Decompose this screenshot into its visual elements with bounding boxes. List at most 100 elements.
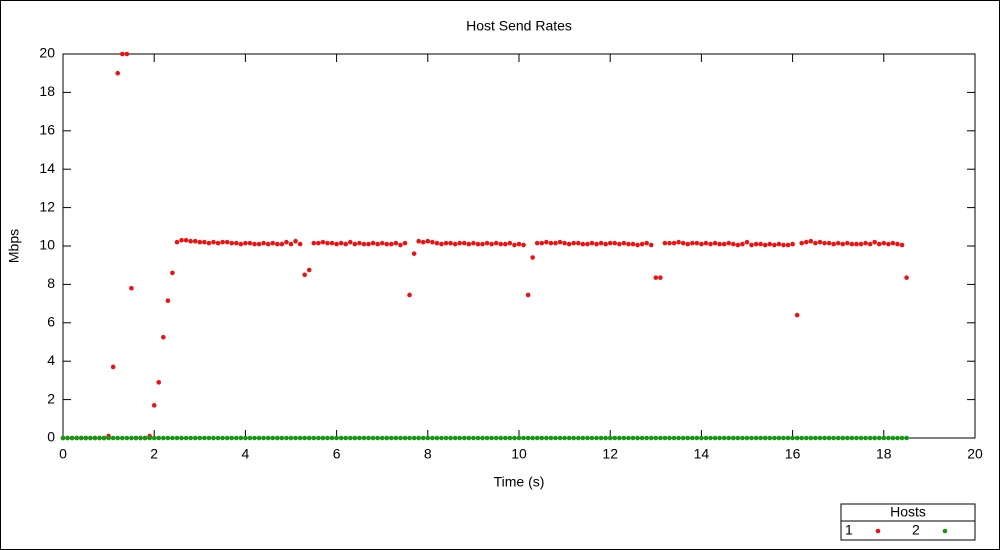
point xyxy=(416,435,421,441)
y-axis-label: Mbps xyxy=(6,229,22,263)
point xyxy=(776,241,782,247)
point xyxy=(790,241,795,247)
point xyxy=(165,298,171,304)
point xyxy=(744,239,750,245)
point xyxy=(275,241,280,247)
y-tick-label: 18 xyxy=(39,83,55,99)
point xyxy=(338,240,344,246)
point xyxy=(589,240,595,246)
point xyxy=(471,240,476,246)
point xyxy=(534,435,540,441)
point xyxy=(147,435,152,441)
point xyxy=(197,239,203,245)
point xyxy=(721,241,727,247)
point xyxy=(845,435,850,441)
point xyxy=(886,241,891,247)
point xyxy=(498,241,504,247)
point xyxy=(566,435,572,441)
point xyxy=(389,435,394,441)
x-axis-label: Time (s) xyxy=(494,474,545,490)
point xyxy=(785,435,791,441)
point xyxy=(630,435,636,441)
point xyxy=(562,435,567,441)
x-tick-label: 18 xyxy=(876,446,892,462)
point xyxy=(895,241,900,247)
point xyxy=(215,240,221,246)
point xyxy=(867,435,873,441)
point xyxy=(170,270,175,276)
point xyxy=(735,435,741,441)
point xyxy=(329,240,335,246)
point xyxy=(899,242,905,248)
point xyxy=(179,435,184,441)
point xyxy=(507,240,513,246)
point xyxy=(188,238,193,244)
point xyxy=(831,241,836,247)
point xyxy=(211,239,216,245)
point xyxy=(548,240,554,246)
point xyxy=(325,240,330,246)
point xyxy=(731,241,736,247)
point xyxy=(822,240,827,246)
point xyxy=(653,275,659,280)
point xyxy=(571,435,577,441)
point xyxy=(525,292,531,298)
point xyxy=(503,241,508,247)
point xyxy=(794,312,800,318)
point xyxy=(781,435,786,441)
point xyxy=(402,435,408,441)
point xyxy=(420,435,426,441)
chart-title: Host Send Rates xyxy=(466,18,572,34)
point xyxy=(831,435,836,441)
point xyxy=(575,240,581,246)
point xyxy=(858,241,864,247)
point xyxy=(680,435,686,441)
point xyxy=(361,241,367,247)
point xyxy=(265,435,271,441)
point xyxy=(334,241,339,247)
point xyxy=(685,241,691,247)
point xyxy=(343,435,349,441)
point xyxy=(598,240,604,246)
y-tick-label: 6 xyxy=(47,314,55,330)
point xyxy=(119,51,125,57)
point xyxy=(886,435,891,441)
x-tick-label: 10 xyxy=(511,446,527,462)
point xyxy=(512,242,517,248)
point xyxy=(151,435,157,441)
point xyxy=(366,241,371,247)
point xyxy=(580,241,586,247)
point xyxy=(607,435,613,441)
point xyxy=(243,435,248,441)
x-tick-label: 0 xyxy=(59,446,67,462)
point xyxy=(644,240,649,246)
point xyxy=(471,435,476,441)
point xyxy=(639,241,645,247)
point xyxy=(224,239,230,245)
point xyxy=(612,240,618,246)
point xyxy=(174,239,180,245)
point xyxy=(826,435,832,441)
point xyxy=(202,239,207,245)
point xyxy=(516,241,522,247)
point xyxy=(749,242,754,248)
point xyxy=(357,435,362,441)
point xyxy=(544,435,549,441)
point xyxy=(480,241,485,247)
point xyxy=(275,435,280,441)
point xyxy=(630,241,636,247)
point xyxy=(835,240,841,246)
point xyxy=(393,240,399,246)
point xyxy=(835,435,841,441)
point xyxy=(416,238,421,244)
point xyxy=(389,241,394,247)
legend-marker xyxy=(942,528,948,534)
point xyxy=(88,435,93,441)
series-2 xyxy=(60,435,909,441)
point xyxy=(617,241,622,247)
point xyxy=(334,435,339,441)
point xyxy=(352,435,358,441)
point xyxy=(475,241,481,247)
point xyxy=(762,242,768,248)
point xyxy=(398,242,403,248)
